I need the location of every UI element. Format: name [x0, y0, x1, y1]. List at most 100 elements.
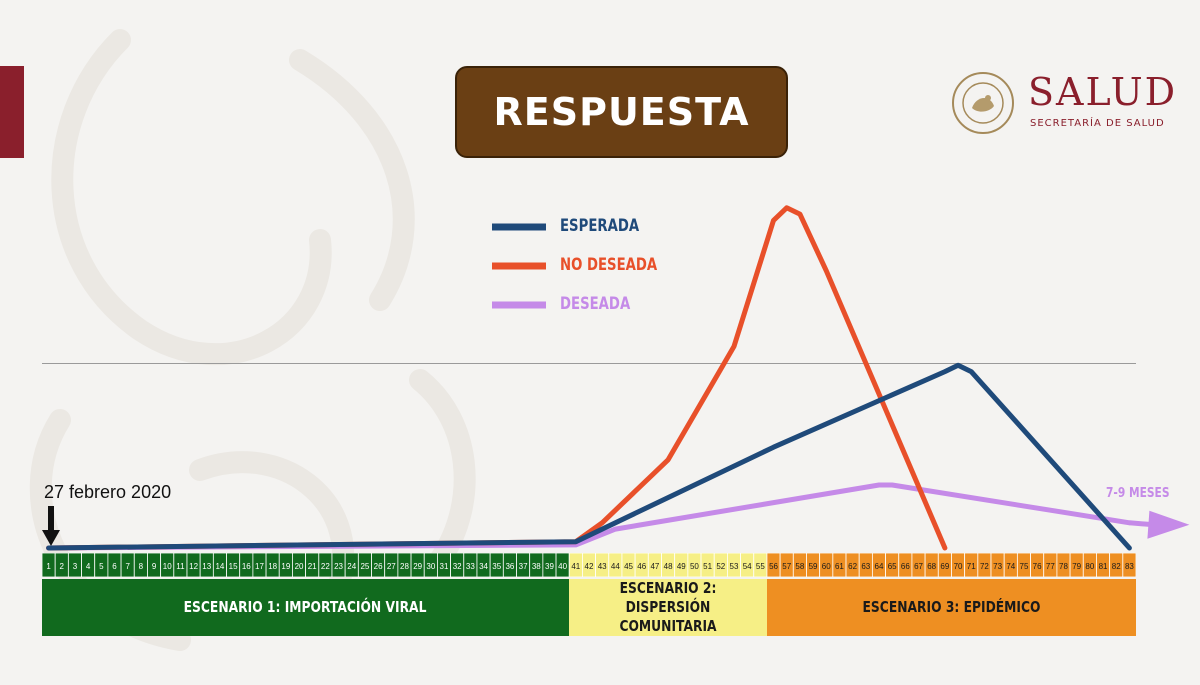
day-tick-label: 7 [125, 562, 130, 571]
day-tick-label: 26 [374, 562, 383, 571]
day-tick-label: 9 [152, 562, 157, 571]
day-tick-label: 12 [189, 562, 198, 571]
day-tick-label: 64 [875, 562, 884, 571]
day-tick-label: 36 [505, 562, 514, 571]
day-tick-label: 5 [99, 562, 104, 571]
series-layer [46, 205, 1190, 551]
day-tick-label: 19 [281, 562, 290, 571]
day-tick-label: 14 [215, 562, 224, 571]
logo-subtitle: SECRETARÍA DE SALUD [1030, 118, 1165, 129]
day-tick-label: 11 [176, 562, 185, 571]
day-tick-label: 38 [532, 562, 541, 571]
series-line-esperada [46, 362, 1132, 551]
day-tick-label: 48 [664, 562, 673, 571]
day-tick-label: 82 [1112, 562, 1121, 571]
day-tick-label: 75 [1020, 562, 1029, 571]
day-tick-label: 15 [229, 562, 238, 571]
day-tick-label: 34 [479, 562, 488, 571]
day-tick-label: 55 [756, 562, 765, 571]
day-tick-label: 21 [308, 562, 317, 571]
scenario-3-label: ESCENARIO 3: EPIDÉMICO [862, 598, 1041, 616]
day-tick-label: 78 [1059, 562, 1068, 571]
day-tick-label: 33 [466, 562, 475, 571]
day-tick-label: 23 [334, 562, 343, 571]
down-arrow-icon [42, 506, 60, 546]
day-tick-label: 32 [453, 562, 462, 571]
day-tick-label: 29 [413, 562, 422, 571]
day-axis: 1 2 3 4 5 6 7 8 9 10 11 12 13 14 15 16 17 18 19 20 21 22 23 24 2… [42, 553, 1136, 577]
day-tick-label: 60 [822, 562, 831, 571]
page-title: RESPUESTA [493, 90, 750, 134]
brand-accent-bar [0, 66, 24, 158]
day-tick-label: 41 [571, 562, 580, 571]
day-tick-label: 65 [888, 562, 897, 571]
day-tick-label: 58 [795, 562, 804, 571]
logo-wordmark: SALUD [1028, 70, 1178, 114]
day-tick-label: 13 [202, 562, 211, 571]
day-tick-label: 37 [519, 562, 528, 571]
series-extension-deseada [1129, 520, 1155, 528]
day-tick-label: 56 [769, 562, 778, 571]
day-tick-label: 71 [967, 562, 976, 571]
mexico-seal-icon [952, 72, 1014, 134]
day-tick-label: 4 [86, 562, 91, 571]
legend-label-deseada: DESEADA [560, 294, 631, 314]
day-tick-label: 28 [400, 562, 409, 571]
series-line-no-deseada [46, 205, 948, 551]
scenario-2-band: ESCENARIO 2: DISPERSIÓN COMUNITARIA [569, 579, 767, 636]
day-tick-label: 62 [848, 562, 857, 571]
legend [492, 223, 546, 309]
day-tick-label: 30 [426, 562, 435, 571]
day-tick-label: 18 [268, 562, 277, 571]
day-tick-label: 46 [637, 562, 646, 571]
day-tick-label: 20 [295, 562, 304, 571]
day-tick-label: 53 [730, 562, 739, 571]
day-tick-label: 79 [1072, 562, 1081, 571]
scenario-1-label: ESCENARIO 1: IMPORTACIÓN VIRAL [184, 598, 427, 616]
day-tick-label: 83 [1125, 562, 1134, 571]
day-tick-label: 69 [940, 562, 949, 571]
day-tick-label: 51 [703, 562, 712, 571]
day-tick-label: 68 [927, 562, 936, 571]
day-tick-label: 24 [347, 562, 356, 571]
day-tick-label: 8 [139, 562, 144, 571]
day-tick-label: 27 [387, 562, 396, 571]
day-tick-label: 72 [980, 562, 989, 571]
series-line-deseada [46, 482, 1132, 551]
title-box: RESPUESTA [455, 66, 788, 158]
legend-label-esperada: ESPERADA [560, 216, 640, 236]
day-tick-label: 54 [743, 562, 752, 571]
day-tick-label: 76 [1033, 562, 1042, 571]
day-tick-label: 3 [73, 562, 78, 571]
day-tick-label: 22 [321, 562, 330, 571]
day-tick-label: 17 [255, 562, 264, 571]
day-tick-label: 49 [677, 562, 686, 571]
scenario-3-band: ESCENARIO 3: EPIDÉMICO [767, 579, 1136, 636]
series-arrowhead-deseada [1147, 510, 1190, 539]
scenario-1-band: ESCENARIO 1: IMPORTACIÓN VIRAL [42, 579, 569, 636]
day-tick-label: 2 [60, 562, 65, 571]
day-tick-label: 31 [440, 562, 449, 571]
day-tick-label: 74 [1006, 562, 1015, 571]
day-tick-label: 44 [611, 562, 620, 571]
day-tick-label: 40 [558, 562, 567, 571]
day-tick-label: 73 [993, 562, 1002, 571]
background-pattern [29, 29, 476, 651]
day-tick-label: 6 [112, 562, 117, 571]
day-tick-label: 57 [782, 562, 791, 571]
day-tick-label: 63 [861, 562, 870, 571]
day-tick-label: 59 [809, 562, 818, 571]
day-tick-label: 52 [716, 562, 725, 571]
day-tick-label: 16 [242, 562, 251, 571]
day-tick-label: 35 [492, 562, 501, 571]
day-tick-label: 67 [914, 562, 923, 571]
day-tick-label: 45 [624, 562, 633, 571]
day-tick-label: 70 [954, 562, 963, 571]
day-tick-label: 50 [690, 562, 699, 571]
day-tick-label: 80 [1085, 562, 1094, 571]
day-tick-label: 39 [545, 562, 554, 571]
day-tick-label: 47 [650, 562, 659, 571]
legend-label-no-deseada: NO DESEADA [560, 255, 658, 275]
day-tick-label: 25 [360, 562, 369, 571]
